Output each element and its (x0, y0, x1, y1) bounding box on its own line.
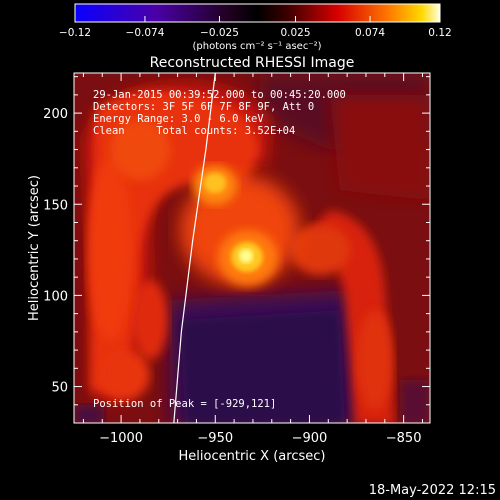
y-tick-label: 200 (43, 107, 68, 122)
annotation-time: 29-Jan-2015 00:39:52.000 to 00:45:20.000 (93, 89, 346, 101)
y-tick-label: 100 (43, 289, 68, 304)
footer-timestamp: 18-May-2022 12:15 (369, 483, 496, 498)
x-tick-label: −900 (292, 431, 328, 446)
annotation-peak: Position of Peak = [-929,121] (93, 398, 276, 410)
y-axis-ticks: 50 100 150 200 (43, 76, 430, 406)
colorbar-tick-label: −0.025 (200, 27, 239, 39)
colorbar (74, 3, 441, 23)
colorbar-tick-label: 0.074 (355, 27, 385, 39)
x-axis-ticks: −1000 −950 −900 −850 (82, 73, 423, 446)
y-tick-label: 50 (51, 381, 68, 396)
y-axis-label: Heliocentric Y (arcsec) (27, 175, 42, 321)
solar-limb-curve (173, 72, 216, 424)
y-tick-label: 150 (43, 198, 68, 213)
colorbar-tick-label: −0.12 (59, 27, 91, 39)
colorbar-ticks: −0.12 −0.074 −0.025 0.025 0.074 0.12 (59, 16, 452, 39)
annotation-clean: Clean Total counts: 3.52E+04 (93, 125, 295, 137)
x-axis-label: Heliocentric X (arcsec) (179, 449, 326, 464)
colorbar-tick-label: 0.12 (428, 27, 451, 39)
x-tick-label: −1000 (99, 431, 143, 446)
annotation-detectors: Detectors: 3F 5F 6F 7F 8F 9F, Att 0 (93, 101, 314, 113)
heatmap-image (74, 73, 430, 423)
colorbar-tick-label: −0.074 (126, 27, 165, 39)
x-tick-label: −850 (386, 431, 422, 446)
chart-title: Reconstructed RHESSI Image (150, 55, 355, 71)
colorbar-tick-label: 0.025 (280, 27, 310, 39)
colorbar-unit-label: (photons cm⁻² s⁻¹ asec⁻²) (192, 41, 321, 52)
annotation-energy: Energy Range: 3.0 - 6.0 keV (93, 113, 264, 125)
plot-frame (73, 72, 431, 424)
x-tick-label: −950 (197, 431, 233, 446)
